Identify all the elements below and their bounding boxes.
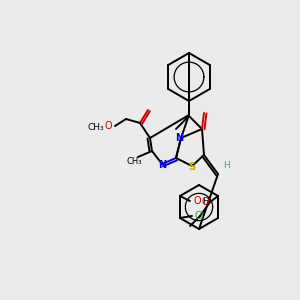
Text: O: O [104, 121, 112, 131]
Text: CH₃: CH₃ [88, 122, 104, 131]
Text: Cl: Cl [194, 211, 204, 221]
Text: H: H [223, 161, 230, 170]
Text: CH₃: CH₃ [126, 158, 142, 166]
Text: H: H [202, 196, 209, 206]
Text: O: O [193, 196, 201, 206]
Text: N: N [158, 160, 166, 170]
Text: N: N [175, 133, 183, 143]
Text: S: S [188, 162, 196, 172]
Text: O: O [201, 197, 209, 207]
